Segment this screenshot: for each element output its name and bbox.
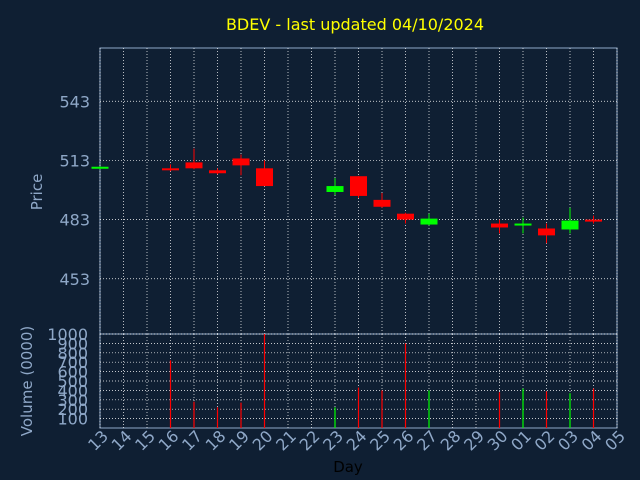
volume-tick-label: 800 [57, 344, 88, 363]
price-tick-label: 513 [59, 151, 90, 170]
price-tick-label: 543 [59, 92, 90, 111]
candle-body [514, 223, 532, 226]
volume-axis-label: Volume (0000) [18, 326, 36, 436]
candle-body [585, 219, 602, 222]
x-axis-label: Day [333, 458, 363, 476]
volume-panel: 1314151617181920212223242526272829300102… [47, 325, 629, 454]
volume-tick-label: 900 [57, 334, 88, 353]
candle-body [373, 199, 391, 207]
volume-tick-label: 100 [57, 410, 88, 429]
candle-body [232, 158, 250, 166]
volume-tick-label: 500 [57, 372, 88, 391]
price-axis-label: Price [28, 174, 46, 211]
price-panel: 453 483 513 543 [59, 47, 618, 335]
volume-tick-label: 200 [57, 400, 88, 419]
candle-body [209, 170, 226, 174]
price-tick-label: 453 [59, 270, 90, 289]
candle-body [397, 213, 414, 220]
volume-tick-label: 400 [57, 381, 88, 400]
volume-tick-label: 600 [57, 363, 88, 382]
candle-body [561, 220, 579, 230]
candle-body [326, 186, 344, 192]
candle-body [350, 176, 367, 196]
candle-body [162, 168, 179, 171]
candle-body [256, 168, 273, 187]
candle-body [491, 223, 508, 228]
candle-body [538, 228, 555, 236]
volume-tick-label: 700 [57, 353, 88, 372]
candle-body [91, 166, 109, 169]
chart-title: BDEV - last updated 04/10/2024 [226, 15, 484, 34]
volume-tick-label: 1000 [47, 325, 88, 344]
price-tick-label: 483 [59, 211, 90, 230]
candle-body [420, 218, 438, 225]
x-tick-label: 05 [601, 427, 629, 455]
candle-body [185, 162, 203, 169]
volume-tick-label: 300 [57, 391, 88, 410]
